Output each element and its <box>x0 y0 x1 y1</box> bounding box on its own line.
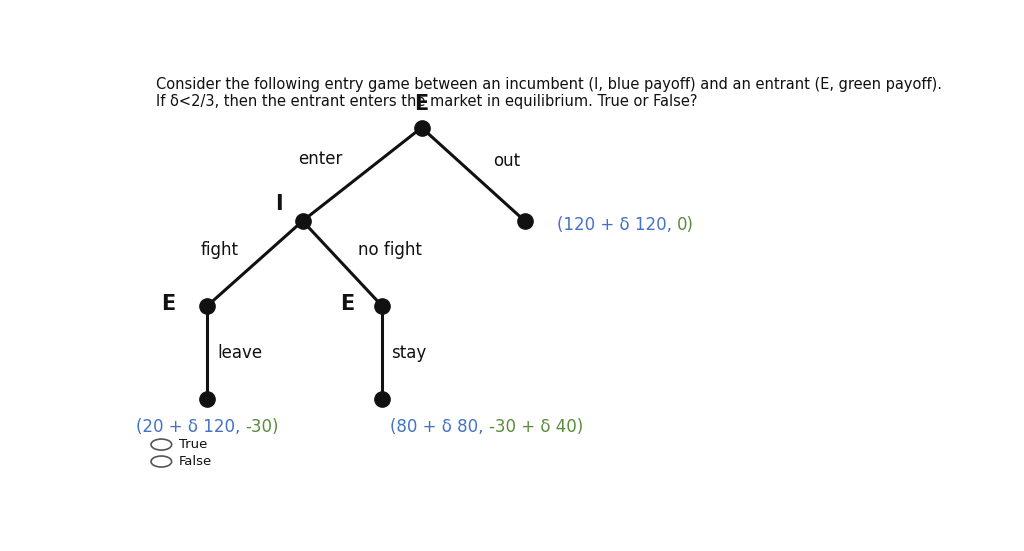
Text: out: out <box>494 152 520 170</box>
Text: leave: leave <box>217 343 262 361</box>
Text: (20 + δ 120,: (20 + δ 120, <box>136 418 246 436</box>
Text: E: E <box>340 294 354 314</box>
Text: -30 + δ 40): -30 + δ 40) <box>488 418 583 436</box>
Text: True: True <box>179 438 207 451</box>
Text: enter: enter <box>298 150 342 168</box>
Text: E: E <box>162 294 176 314</box>
Text: -30): -30) <box>246 418 280 436</box>
Text: If δ<2/3, then the entrant enters the market in equilibrium. True or False?: If δ<2/3, then the entrant enters the ma… <box>156 94 697 109</box>
Text: no fight: no fight <box>358 241 422 259</box>
Text: fight: fight <box>201 241 240 259</box>
Text: Consider the following entry game between an incumbent (I, blue payoff) and an e: Consider the following entry game betwee… <box>156 77 942 91</box>
Text: I: I <box>275 194 283 214</box>
Text: E: E <box>415 94 429 114</box>
Text: 0): 0) <box>677 216 694 234</box>
Text: False: False <box>179 455 212 468</box>
Text: stay: stay <box>391 343 427 361</box>
Text: (120 + δ 120,: (120 + δ 120, <box>557 216 677 234</box>
Text: (80 + δ 80,: (80 + δ 80, <box>390 418 488 436</box>
